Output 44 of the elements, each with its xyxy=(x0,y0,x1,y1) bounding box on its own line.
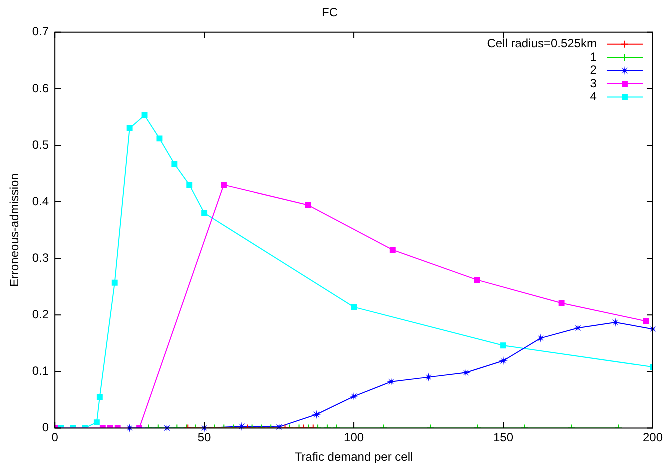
point xyxy=(172,161,178,168)
x-tick-label: 150 xyxy=(493,430,514,445)
point xyxy=(390,247,396,254)
point xyxy=(462,368,471,378)
x-tick-label: 50 xyxy=(198,430,212,445)
point xyxy=(142,112,148,118)
point xyxy=(351,304,358,310)
point xyxy=(221,182,227,188)
point xyxy=(474,277,480,284)
legend-label: 2 xyxy=(590,63,598,78)
point xyxy=(112,280,118,286)
y-tick-label: 0.6 xyxy=(32,81,50,96)
legend-label: 3 xyxy=(590,76,598,90)
point xyxy=(643,318,650,324)
point xyxy=(500,342,506,349)
x-tick-label: 200 xyxy=(642,430,664,445)
y-tick-label: 0.7 xyxy=(32,24,50,39)
point xyxy=(186,182,193,188)
point xyxy=(156,136,163,142)
point xyxy=(202,210,208,216)
legend-label: Cell radius=0.525km xyxy=(487,36,597,51)
chart-title: FC xyxy=(322,6,338,20)
y-tick-label: 0.3 xyxy=(32,250,50,265)
point xyxy=(305,202,312,208)
point xyxy=(611,318,620,327)
point xyxy=(499,356,508,366)
y-axis-title: Erroneous-admission xyxy=(8,174,22,287)
x-tick-label: 0 xyxy=(52,430,59,445)
y-tick-label: 0.4 xyxy=(32,194,50,208)
point xyxy=(558,300,565,306)
y-tick-label: 0 xyxy=(42,420,50,435)
point xyxy=(386,377,396,386)
x-tick-label: 100 xyxy=(344,430,364,445)
y-tick-label: 0.5 xyxy=(32,138,50,152)
point xyxy=(536,334,546,343)
point xyxy=(96,394,103,400)
x-axis-title: Trafic demand per cell xyxy=(294,450,414,464)
y-tick-label: 0.1 xyxy=(32,364,50,378)
point xyxy=(126,126,133,132)
point xyxy=(574,324,583,333)
legend-label: 4 xyxy=(590,90,598,104)
legend-label: 1 xyxy=(590,50,598,64)
point xyxy=(424,372,434,382)
y-tick-label: 0.2 xyxy=(32,307,50,322)
